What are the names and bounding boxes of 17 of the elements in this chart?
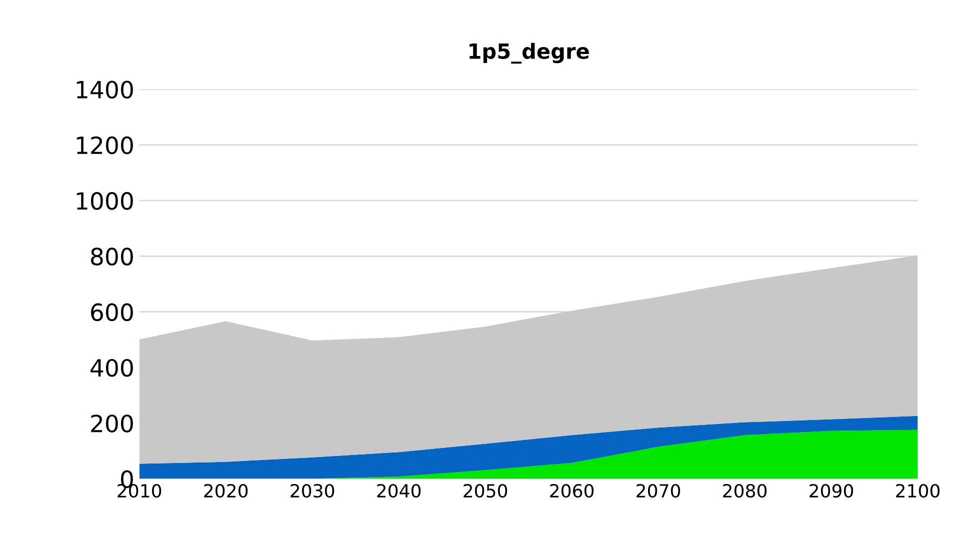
y-tick-label: 1200 <box>76 136 133 154</box>
x-tick-label: 2040 <box>377 484 421 498</box>
y-tick-label: 200 <box>91 414 133 432</box>
x-tick-label: 2090 <box>810 484 854 498</box>
x-tick-label: 2020 <box>204 484 248 498</box>
y-tick-label: 400 <box>90 358 133 377</box>
y-tick-label: 1000 <box>76 192 133 210</box>
x-tick-label: 2050 <box>464 484 508 498</box>
x-tick-label: 2060 <box>550 484 594 498</box>
y-tick-label: 800 <box>91 248 133 266</box>
x-tick-label: 2030 <box>290 484 334 498</box>
x-tick-label: 2070 <box>636 484 680 498</box>
y-tick-label: 1400 <box>76 80 133 99</box>
chart-title: 1p5_degre <box>470 42 589 64</box>
y-tick-label: 600 <box>91 303 133 322</box>
x-tick-label: 2080 <box>723 484 767 498</box>
x-tick-label: 2100 <box>896 484 940 498</box>
